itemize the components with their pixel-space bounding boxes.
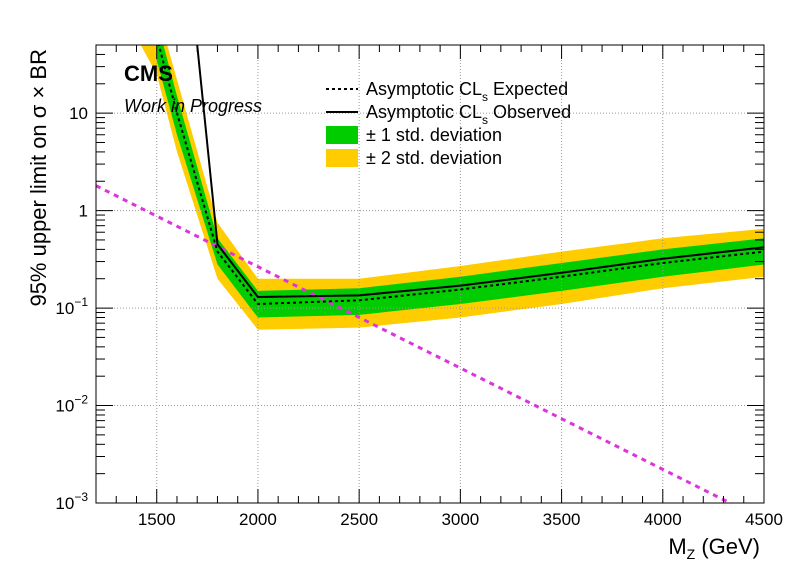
y-tick-label: 10−3: [55, 490, 88, 513]
y-tick-label-exp: −2: [74, 393, 88, 407]
y-tick-label-base: 10: [55, 299, 74, 318]
y-tick-label: 1: [79, 202, 88, 221]
legend-label-suffix: Observed: [488, 102, 571, 122]
legend-label-text: Asymptotic CL: [366, 102, 482, 122]
x-axis-title-main: M: [668, 534, 686, 559]
y-tick-label-exp: −1: [74, 295, 88, 309]
x-tick-label: 2500: [340, 510, 378, 529]
y-tick-label-exp: −3: [74, 490, 88, 504]
ticks-layer: [95, 44, 765, 504]
legend-label-suffix: Expected: [488, 79, 568, 99]
legend-label-sub: s: [482, 90, 488, 104]
legend-label-text: ± 1 std. deviation: [366, 125, 502, 145]
x-tick-label: 1500: [138, 510, 176, 529]
x-tick-label: 3000: [441, 510, 479, 529]
cms-label: CMS: [124, 61, 173, 86]
y-tick-label-base: 10: [55, 397, 74, 416]
y-tick-label-base: 1: [79, 202, 88, 221]
legend-swatch-band2: [326, 149, 358, 167]
work-in-progress-label: Work in Progress: [124, 96, 262, 116]
x-tick-label: 4000: [644, 510, 682, 529]
legend-label-text: ± 2 std. deviation: [366, 148, 502, 168]
x-tick-label: 4500: [745, 510, 783, 529]
legend-label-text: Asymptotic CL: [366, 79, 482, 99]
theory-line: [96, 184, 734, 503]
y-tick-label: 10: [69, 104, 88, 123]
expected-line: [157, 45, 764, 306]
x-axis-title-unit: (GeV): [695, 534, 760, 559]
legend-label-band1: ± 1 std. deviation: [366, 125, 502, 145]
legend-label-observed: Asymptotic CLs Observed: [366, 102, 571, 127]
legend-label-sub: s: [482, 113, 488, 127]
y-tick-label-base: 10: [69, 104, 88, 123]
y-tick-label-base: 10: [55, 494, 74, 513]
grid-layer: [96, 45, 764, 503]
legend-label-expected: Asymptotic CLs Expected: [366, 79, 568, 104]
y-tick-label: 10−1: [55, 295, 88, 318]
legend-label-band2: ± 2 std. deviation: [366, 148, 502, 168]
lines-layer: [96, 45, 764, 503]
observed-line: [196, 45, 764, 299]
x-tick-label: 3500: [543, 510, 581, 529]
y-tick-label: 10−2: [55, 393, 88, 416]
legend-swatch-band1: [326, 126, 358, 144]
bands-layer: [140, 45, 764, 330]
x-axis-title-sub: Z: [687, 546, 696, 562]
tick-labels-layer: 1500 2000 2500 3000 3500 4000 450010−310−210−1…: [55, 104, 783, 529]
plot-frame: [95, 44, 765, 504]
y-axis-title: 95% upper limit on σ × BR: [26, 49, 51, 307]
x-tick-label: 2000: [239, 510, 277, 529]
x-axis-title: MZ (GeV): [668, 534, 760, 562]
